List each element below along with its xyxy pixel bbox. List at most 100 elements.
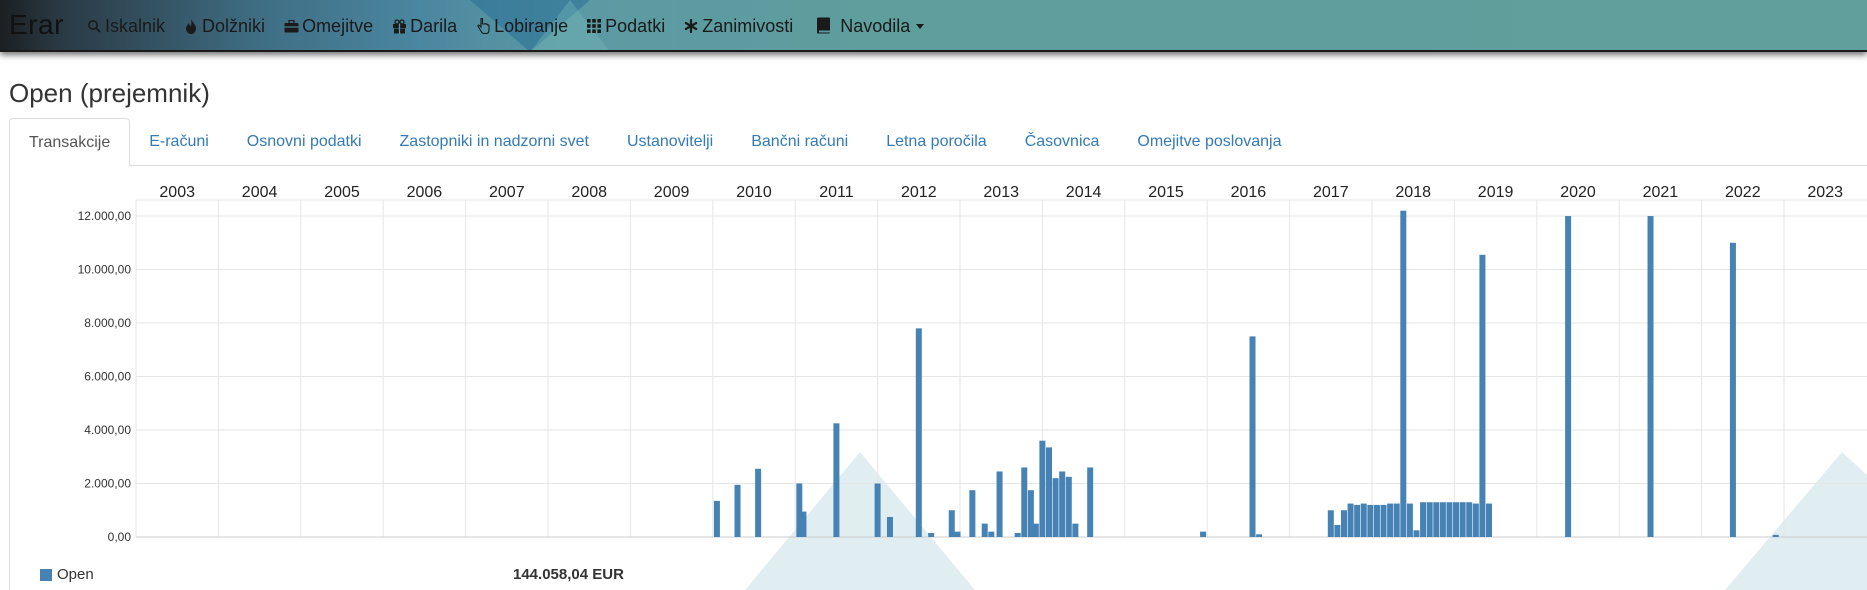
x-tick-label: 2006 [407,184,443,201]
chart-bar [1021,467,1028,537]
y-tick-label: 0,00 [108,530,132,544]
x-tick-label: 2014 [1066,184,1102,201]
chart-bar [969,490,976,537]
chart-bar [1426,502,1433,537]
chart-bar [1647,216,1654,538]
tab-e-racuni[interactable]: E-računi [149,133,209,150]
chart-bar [996,471,1003,537]
y-tick-label: 6.000,00 [84,370,131,384]
hand-icon [475,18,491,34]
nav-label: Omejitve [302,15,374,36]
chart-bar [1256,534,1263,537]
briefcase-icon [283,18,299,34]
tab-osnovni-podatki[interactable]: Osnovni podatki [246,133,362,150]
chart-bar [1453,502,1460,537]
chart-bar [1420,502,1427,537]
x-tick-label: 2009 [654,184,690,201]
chart-bar [1729,242,1736,538]
grid-icon [586,18,602,34]
chart-bar [1446,502,1453,537]
chart-bar [915,328,922,537]
nav-label: Darila [410,15,458,36]
nav-label: Zanimivosti [702,15,794,36]
brand-logo[interactable]: Erar [9,9,64,40]
chart-bar [1565,216,1572,538]
search-icon [86,18,102,34]
x-tick-label: 2016 [1231,184,1267,201]
x-tick-label: 2012 [901,184,937,201]
chart-bar [796,483,803,537]
chart-bar [1486,503,1493,537]
chart-bar [1433,502,1440,537]
total-amount: 144.058,04 EUR [513,566,624,583]
chart-bar [1354,504,1361,537]
chart-bar [1045,447,1052,537]
chart-bar [948,510,955,537]
nav-podatki[interactable]: Podatki [586,16,665,37]
y-tick-label: 4.000,00 [84,423,131,437]
x-tick-label: 2011 [819,184,854,201]
legend-swatch [40,568,52,581]
nav-iskalnik[interactable]: Iskalnik [86,16,165,37]
chart-bar [1249,336,1256,537]
y-tick-label: 10.000,00 [78,263,132,277]
navbar-decoration [530,0,610,50]
nav-label: Dolžniki [202,15,266,36]
x-tick-label: 2004 [242,184,278,201]
transactions-panel [9,166,1867,590]
chart-bar [886,516,893,537]
chart-bar [988,531,995,537]
nav-label: Navodila [840,15,911,36]
x-tick-label: 2003 [159,184,195,201]
chart-bar [1327,510,1334,537]
chart-bar [1334,524,1341,537]
tab-ustanovitelji[interactable]: Ustanovitelji [626,133,714,150]
x-tick-label: 2013 [983,184,1019,201]
x-tick-label: 2005 [324,184,360,201]
chart-bar [1466,502,1473,537]
book-icon [815,17,831,34]
x-tick-label: 2008 [571,184,607,201]
tab-zastopniki[interactable]: Zastopniki in nadzorni svet [399,133,589,150]
chart-bar [1387,503,1394,537]
nav-lobiranje[interactable]: Lobiranje [475,16,568,37]
chart-bar [1200,531,1207,537]
nav-omejitve[interactable]: Omejitve [283,16,373,37]
x-tick-label: 2017 [1313,184,1349,201]
nav-zanimivosti[interactable]: Zanimivosti [683,16,793,37]
nav-darila[interactable]: Darila [391,16,457,37]
y-tick-label: 8.000,00 [84,316,131,330]
chart-legend[interactable]: Open [40,566,94,583]
nav-label: Podatki [605,15,666,36]
nav-label: Iskalnik [105,15,166,36]
y-tick-label: 12.000,00 [78,209,132,223]
x-tick-label: 2019 [1478,184,1514,201]
chart-bar [755,468,762,537]
x-tick-label: 2018 [1395,184,1431,201]
nav-dolzniki[interactable]: Dolžniki [183,16,265,37]
chart-bar [1772,534,1779,537]
chart-bar [1065,476,1072,537]
chart-bar [1406,503,1413,537]
chart-bar [1439,502,1446,537]
tab-bancni-racuni[interactable]: Bančni računi [751,133,849,150]
chart-bar [833,423,840,537]
chart-bar [1039,440,1046,537]
chart-bar [1052,478,1059,537]
chart-bar [1347,503,1354,537]
nav-navodila[interactable]: Navodila [815,15,925,37]
chart-bar [800,511,807,537]
x-tick-label: 2015 [1148,184,1184,201]
tab-transakcije[interactable]: Transakcije [9,118,131,167]
chart-bar [1367,504,1374,537]
x-tick-label: 2010 [736,184,772,201]
tab-letna-porocila[interactable]: Letna poročila [886,133,987,150]
tab-omejitve-poslovanja[interactable]: Omejitve poslovanja [1137,133,1282,150]
chart-bar [1400,210,1407,537]
tab-casovnica[interactable]: Časovnica [1024,133,1100,150]
top-navbar: Erar Iskalnik Dolžniki Omejitve Darila L… [0,0,1867,52]
x-tick-label: 2021 [1643,184,1679,201]
chart-bar [1014,532,1021,537]
x-tick-label: 2022 [1725,184,1761,201]
